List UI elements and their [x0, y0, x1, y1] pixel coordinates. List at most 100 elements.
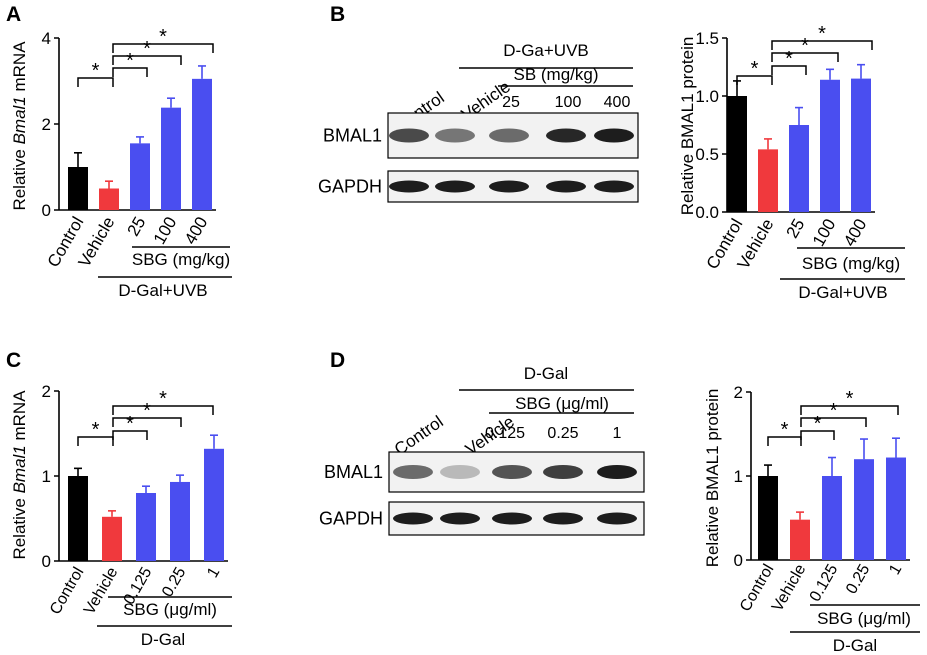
- bar-Control: [68, 476, 88, 561]
- blot-dose-label: SBG (μg/ml): [515, 394, 609, 413]
- category-label: 100: [150, 214, 181, 248]
- bar-0.25: [170, 481, 190, 561]
- blot-lane-label: 100: [555, 94, 582, 111]
- bar-Vehicle: [99, 188, 119, 210]
- significance-star: *: [818, 23, 826, 45]
- category-label: 1: [204, 564, 223, 580]
- significance-bracket: [112, 417, 182, 427]
- significance-star: *: [159, 388, 167, 410]
- y-tick-label: 0.0: [695, 203, 719, 222]
- bar-100: [161, 107, 181, 210]
- blot-band: [597, 512, 637, 525]
- bar-Vehicle: [758, 149, 778, 212]
- significance-star: *: [781, 419, 789, 441]
- group-label: SBG (mg/kg): [802, 254, 900, 273]
- condition-label: D-Gal: [141, 630, 185, 649]
- blot-band: [489, 180, 529, 193]
- significance-bracket: [112, 67, 148, 77]
- category-label: 25: [783, 216, 809, 242]
- significance-bracket: [800, 417, 867, 427]
- blot-lane-label: 0.125: [485, 425, 525, 442]
- blot-band: [546, 180, 586, 193]
- significance-bracket: [112, 430, 148, 440]
- significance-star: *: [801, 35, 809, 57]
- significance-star: *: [126, 413, 134, 435]
- y-axis-label: Relative Bmal1 mRNA: [10, 41, 29, 211]
- category-label: 0.25: [843, 561, 873, 597]
- group-label: SBG (mg/kg): [132, 250, 230, 269]
- bar-0.125: [136, 493, 156, 561]
- y-tick-label: 1: [734, 467, 743, 486]
- blot-band: [546, 128, 586, 143]
- bar-100: [820, 79, 840, 212]
- blot-band: [389, 180, 429, 193]
- category-label: Vehicle: [81, 564, 122, 617]
- y-axis-label: Relative Bmal1 mRNA: [10, 390, 29, 560]
- significance-bracket: [112, 55, 182, 65]
- significance-bracket: [771, 65, 807, 75]
- blot-band: [543, 512, 583, 525]
- group-label: SBG (μg/ml): [817, 609, 911, 628]
- blot-band: [543, 465, 583, 479]
- significance-star: *: [159, 26, 167, 48]
- category-label: 100: [809, 216, 840, 250]
- blot-condition-label: D-Gal: [524, 364, 568, 383]
- blot-lane-label: 0.25: [547, 425, 578, 442]
- significance-bracket: [800, 430, 835, 440]
- blot-band: [435, 128, 475, 143]
- blot-band: [594, 180, 634, 193]
- significance-bracket: [112, 43, 214, 53]
- significance-bracket: [736, 75, 773, 85]
- y-tick-label: 0.5: [695, 145, 719, 164]
- blot-row-label: BMAL1: [323, 126, 382, 146]
- panel-letter-a: A: [6, 3, 21, 26]
- bar-0.25: [854, 459, 874, 560]
- category-label: 0.25: [159, 564, 189, 600]
- bar-Control: [68, 167, 88, 210]
- category-label: 25: [124, 214, 150, 240]
- y-tick-label: 0: [734, 551, 743, 570]
- significance-bracket: [112, 405, 214, 415]
- significance-bracket: [767, 436, 802, 446]
- y-tick-label: 4: [42, 29, 51, 48]
- bar-25: [789, 125, 809, 212]
- blot-band: [597, 465, 637, 479]
- y-axis-label: Relative BMAL1 protein: [703, 389, 722, 568]
- blot-lane-label: 400: [604, 94, 631, 111]
- panel-letter-b: B: [330, 3, 345, 26]
- bar-1: [204, 448, 224, 561]
- bar-Vehicle: [790, 519, 810, 560]
- blot-band: [594, 128, 634, 143]
- y-tick-label: 1.5: [695, 29, 719, 48]
- significance-star: *: [814, 413, 822, 435]
- blot-band: [440, 465, 480, 479]
- y-tick-label: 2: [734, 383, 743, 402]
- significance-star: *: [830, 400, 838, 422]
- significance-star: *: [92, 60, 100, 82]
- blot-band: [440, 512, 480, 525]
- significance-star: *: [92, 419, 100, 441]
- blot-band: [393, 512, 433, 525]
- y-tick-label: 2: [42, 115, 51, 134]
- significance-star: *: [846, 388, 854, 410]
- significance-bracket: [800, 405, 899, 415]
- y-tick-label: 0: [42, 201, 51, 220]
- category-label: 0.125: [807, 561, 842, 604]
- y-tick-label: 1: [42, 467, 51, 486]
- y-axis-label: Relative BMAL1 protein: [678, 37, 697, 216]
- panel-letter-c: C: [6, 349, 21, 372]
- significance-bracket: [77, 77, 114, 87]
- bar-1: [886, 457, 906, 560]
- y-tick-label: 1.0: [695, 87, 719, 106]
- group-label: SBG (μg/ml): [123, 600, 217, 619]
- condition-label: D-Gal+UVB: [118, 281, 207, 300]
- y-tick-label: 2: [42, 382, 51, 401]
- bar-0.125: [822, 476, 842, 560]
- blot-band: [393, 465, 433, 479]
- significance-star: *: [143, 400, 151, 422]
- bar-400: [192, 78, 212, 210]
